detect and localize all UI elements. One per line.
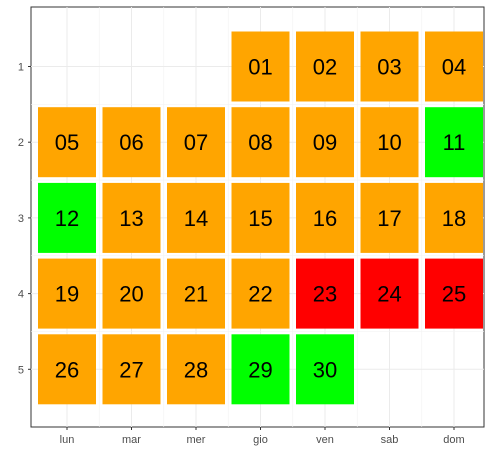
day-label: 03 [377, 55, 401, 80]
day-cell [231, 258, 290, 329]
day-label: 27 [119, 357, 143, 382]
x-tick-label: gio [253, 434, 268, 446]
x-tick-label: sab [381, 434, 399, 446]
day-cell [296, 31, 354, 102]
day-label: 25 [442, 282, 466, 307]
day-label: 05 [55, 130, 79, 155]
day-cell [360, 182, 419, 253]
day-label: 30 [313, 357, 337, 382]
day-cell [102, 107, 161, 178]
day-cell [296, 334, 354, 405]
day-cell [38, 258, 96, 329]
day-label: 19 [55, 282, 79, 307]
day-cell [231, 334, 290, 405]
day-cell [231, 182, 290, 253]
x-tick-label: mar [122, 434, 141, 446]
day-cell [296, 182, 354, 253]
day-label: 13 [119, 206, 143, 231]
day-cell [231, 31, 290, 102]
y-tick-label: 2 [18, 137, 24, 149]
day-cell [167, 258, 225, 329]
y-tick-label: 4 [18, 289, 24, 301]
day-label: 28 [184, 357, 208, 382]
day-label: 18 [442, 206, 466, 231]
day-cell [38, 107, 96, 178]
day-label: 15 [248, 206, 272, 231]
day-cell [167, 107, 225, 178]
day-cell [296, 107, 354, 178]
day-cell [296, 258, 354, 329]
day-label: 20 [119, 282, 143, 307]
x-axis: lun mar mer gio ven sab dom [60, 427, 465, 446]
day-label: 01 [248, 55, 272, 80]
day-cell [425, 258, 483, 329]
day-label: 08 [248, 130, 272, 155]
y-axis: 1 2 3 4 5 [18, 62, 31, 376]
day-label: 07 [184, 130, 208, 155]
day-cell [360, 31, 419, 102]
day-label: 29 [248, 357, 272, 382]
day-cell [167, 334, 225, 405]
day-cell [102, 182, 161, 253]
x-tick-label: lun [60, 434, 75, 446]
day-label: 21 [184, 282, 208, 307]
day-cell [425, 182, 483, 253]
day-label: 11 [443, 130, 466, 155]
day-label: 12 [55, 206, 79, 231]
day-label: 02 [313, 55, 337, 80]
x-tick-label: dom [443, 434, 464, 446]
x-tick-label: mer [187, 434, 206, 446]
day-label: 17 [377, 206, 401, 231]
day-label: 09 [313, 130, 337, 155]
day-cell [38, 334, 96, 405]
day-cell [360, 107, 419, 178]
day-label: 10 [377, 130, 401, 155]
y-tick-label: 3 [18, 213, 24, 225]
day-cell [102, 258, 161, 329]
x-tick-label: ven [316, 434, 334, 446]
day-cell [102, 334, 161, 405]
day-label: 04 [442, 55, 466, 80]
day-label: 06 [119, 130, 143, 155]
day-label: 16 [313, 206, 337, 231]
y-tick-label: 5 [18, 364, 24, 376]
day-cell [167, 182, 225, 253]
day-cell [425, 31, 483, 102]
day-cell [231, 107, 290, 178]
day-label: 14 [184, 206, 208, 231]
day-cell [425, 107, 483, 178]
y-tick-label: 1 [18, 62, 24, 74]
day-label: 22 [248, 282, 272, 307]
cells: 01 02 03 04 05 06 07 08 09 10 11 12 13 14 15 16 17 18 19 20… [38, 31, 483, 405]
day-label: 24 [377, 282, 401, 307]
day-cell [38, 182, 96, 253]
day-label: 23 [313, 282, 337, 307]
day-label: 26 [55, 357, 79, 382]
day-cell [360, 258, 419, 329]
